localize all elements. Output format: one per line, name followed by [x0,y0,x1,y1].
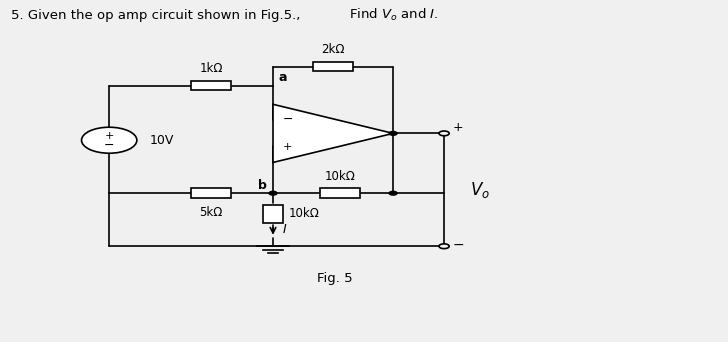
Text: a: a [278,71,287,84]
Text: 5. Given the op amp circuit shown in Fig.5.,: 5. Given the op amp circuit shown in Fig… [11,9,300,22]
Text: −: − [453,238,464,251]
Text: Find $V_o$ and $I$.: Find $V_o$ and $I$. [349,7,439,24]
Circle shape [389,132,397,135]
Circle shape [439,244,449,249]
Text: 5kΩ: 5kΩ [199,206,223,219]
Text: 10kΩ: 10kΩ [325,170,356,183]
Text: +: + [282,143,292,153]
Text: −: − [282,113,293,126]
Text: 1kΩ: 1kΩ [199,62,223,75]
Bar [263,205,283,223]
Bar [191,188,232,198]
Polygon shape [273,104,393,162]
Text: 10V: 10V [149,134,173,147]
Text: 2kΩ: 2kΩ [321,43,345,56]
Circle shape [82,127,137,153]
Circle shape [269,192,277,195]
Bar [313,62,353,71]
Text: $V_o$: $V_o$ [470,180,489,200]
Text: +: + [105,131,114,141]
Text: 10kΩ: 10kΩ [289,207,320,221]
Text: −: − [104,139,114,152]
Bar [191,81,232,90]
Circle shape [389,192,397,195]
Text: b: b [258,179,267,192]
Text: $I$: $I$ [282,223,287,236]
Text: Fig. 5: Fig. 5 [317,272,352,285]
Bar [320,188,360,198]
Text: +: + [453,121,464,134]
Circle shape [439,131,449,136]
